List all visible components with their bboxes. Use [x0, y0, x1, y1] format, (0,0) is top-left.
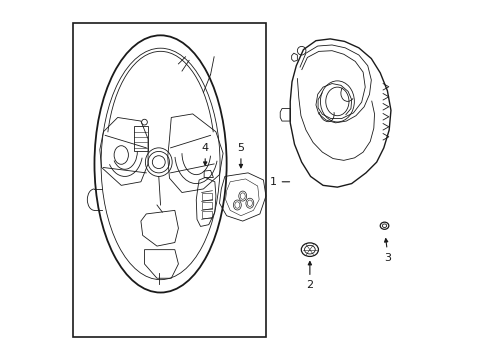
Text: 2: 2 — [305, 261, 313, 290]
Text: 4: 4 — [201, 143, 208, 165]
Bar — [134, 126, 148, 152]
Text: 3: 3 — [384, 239, 391, 262]
Text: 1: 1 — [269, 177, 289, 187]
Bar — [202, 211, 212, 217]
Bar — [202, 193, 212, 200]
Text: 5: 5 — [237, 143, 244, 168]
Bar — [202, 202, 212, 208]
Bar — [73, 23, 265, 337]
